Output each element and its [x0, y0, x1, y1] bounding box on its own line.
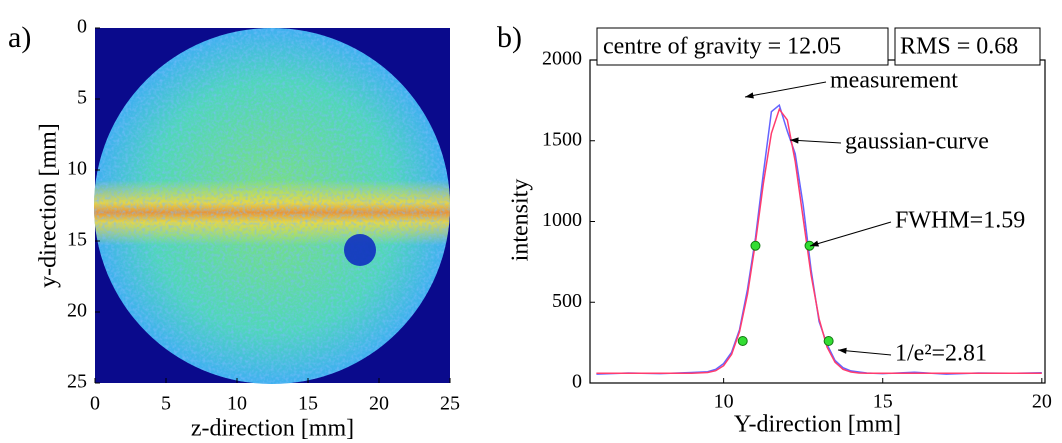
y-tick-label: 0 [77, 16, 87, 38]
arrow-head [810, 240, 819, 247]
y-tick-label: 5 [77, 87, 87, 109]
annotation: measurement [830, 68, 958, 94]
x-tick-label: 5 [161, 393, 171, 415]
arrow-line [809, 221, 892, 247]
arrow-head [838, 347, 847, 354]
arrow-line [789, 139, 842, 144]
x-tick-label: 15 [298, 393, 318, 415]
arrow-head [745, 92, 754, 99]
data-line [596, 107, 1042, 375]
y-tick-label: 10 [67, 158, 87, 180]
arrow-head [790, 137, 799, 144]
y-tick-label: 0 [572, 371, 582, 393]
x-axis-label: Y-direction [mm] [734, 412, 901, 438]
y-axis-label: y-direction [mm] [36, 123, 62, 288]
y-tick-label: 2000 [542, 48, 582, 70]
marker [823, 336, 834, 347]
arrow-line [837, 349, 892, 356]
annotation: 1/e²=2.81 [895, 341, 987, 367]
arrow-line [744, 81, 827, 98]
y-tick-label: 1500 [542, 128, 582, 150]
x-tick-label: 10 [227, 393, 247, 415]
y-axis-label: intensity [508, 179, 534, 262]
panel-label: b) [497, 21, 522, 54]
y-tick-label: 20 [67, 300, 87, 322]
x-tick-label: 20 [369, 393, 389, 415]
x-tick-label: 10 [714, 391, 734, 413]
y-tick-label: 15 [67, 229, 87, 251]
x-tick-label: 20 [1032, 391, 1052, 413]
heatmap-image [94, 28, 450, 384]
x-tick-label: 0 [90, 393, 100, 415]
x-tick-label: 25 [440, 393, 460, 415]
x-tick-label: 15 [873, 391, 893, 413]
annotation: gaussian-curve [845, 129, 989, 155]
y-tick-label: 500 [552, 290, 582, 312]
annotation-box [894, 27, 1041, 66]
marker [750, 240, 761, 251]
y-tick-label: 25 [67, 371, 87, 393]
panel-label: a) [8, 21, 31, 54]
annotation: FWHM=1.59 [895, 208, 1025, 234]
annotation-box [596, 27, 889, 66]
y-tick-label: 1000 [542, 209, 582, 231]
annotation: centre of gravity = 12.05 [603, 34, 841, 60]
annotation: RMS = 0.68 [900, 34, 1018, 60]
x-axis-label: z-direction [mm] [191, 416, 354, 442]
marker [737, 336, 748, 347]
